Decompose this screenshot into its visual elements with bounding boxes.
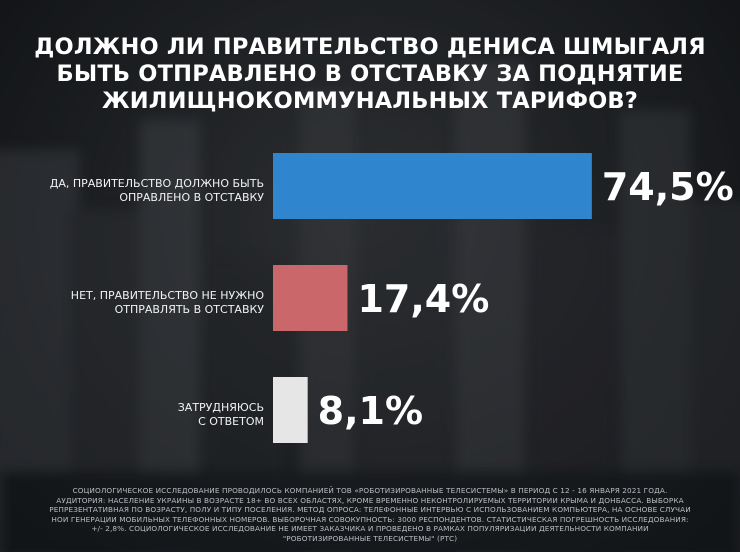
category-label-line: ОПРАВЛЕНО В ОТСТАВКУ [119, 191, 264, 204]
value-label: 8,1% [318, 389, 423, 433]
category-label-line: С ОТВЕТОМ [198, 415, 264, 428]
category-label-line: ДА, ПРАВИТЕЛЬСТВО ДОЛЖНО БЫТЬ [49, 177, 264, 190]
bar-yes [273, 153, 592, 219]
chart-title-line: БЫТЬ ОТПРАВЛЕНО В ОТСТАВКУ ЗА ПОДНЯТИЕ [56, 61, 684, 87]
category-label-no: НЕТ, ПРАВИТЕЛЬСТВО НЕ НУЖНО ОТПРАВЛЯТЬ В… [44, 289, 264, 317]
value-label: 74,5% [602, 165, 734, 209]
chart-title-line: ДОЛЖНО ЛИ ПРАВИТЕЛЬСТВО ДЕНИСА ШМЫГАЛЯ [34, 34, 706, 60]
bar-no [273, 265, 348, 331]
category-label-yes: ДА, ПРАВИТЕЛЬСТВО ДОЛЖНО БЫТЬ ОПРАВЛЕНО … [44, 177, 264, 205]
category-label-unsure: ЗАТРУДНЯЮСЬ С ОТВЕТОМ [44, 401, 264, 429]
chart-title: ДОЛЖНО ЛИ ПРАВИТЕЛЬСТВО ДЕНИСА ШМЫГАЛЯ Б… [30, 34, 710, 115]
category-label-line: ОТПРАВЛЯТЬ В ОТСТАВКУ [114, 303, 264, 316]
bar-unsure [273, 377, 308, 443]
category-label-line: НЕТ, ПРАВИТЕЛЬСТВО НЕ НУЖНО [70, 289, 264, 302]
category-label-line: ЗАТРУДНЯЮСЬ [177, 401, 264, 414]
chart-title-line: ЖИЛИЩНОКОММУНАЛЬНЫХ ТАРИФОВ? [101, 88, 639, 114]
value-label: 17,4% [357, 277, 489, 321]
methodology-footnote: СОЦИОЛОГИЧЕСКОЕ ИССЛЕДОВАНИЕ ПРОВОДИЛОСЬ… [49, 486, 691, 543]
